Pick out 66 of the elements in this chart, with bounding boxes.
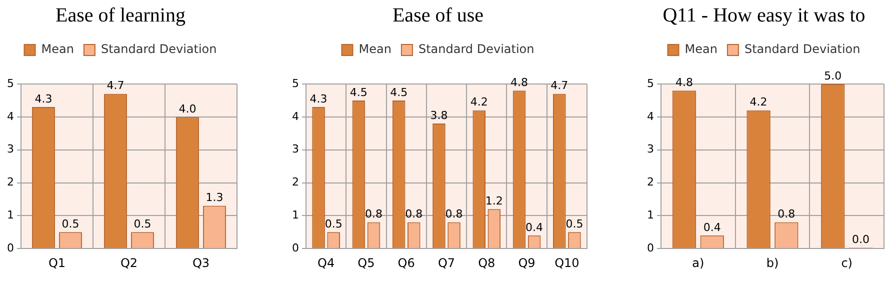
y-tick-label: 4 (7, 110, 14, 123)
data-label: 0.5 (134, 218, 152, 230)
data-label: 4.2 (750, 96, 768, 109)
y-tick-label: 4 (292, 110, 299, 123)
data-label: 1.2 (485, 194, 503, 208)
chart-title: Ease of use (392, 4, 484, 26)
data-label: 4.8 (510, 76, 528, 89)
data-label: 0.8 (445, 208, 463, 221)
data-label: 0.8 (364, 208, 382, 221)
legend-label: Standard Deviation (100, 42, 217, 56)
x-tick-label: b) (766, 256, 779, 270)
data-label: 0.8 (778, 208, 796, 221)
data-label: 4.3 (310, 92, 328, 106)
x-tick-label: Q3 (192, 256, 210, 270)
y-tick-label: 2 (7, 176, 14, 189)
x-tick-label: a) (692, 256, 704, 270)
y-tick-label: 4 (647, 110, 654, 123)
data-label: 0.4 (703, 220, 721, 234)
data-label: 1.3 (206, 191, 224, 204)
data-label: 4.0 (178, 102, 196, 116)
y-tick-label: 5 (647, 76, 654, 90)
x-tick-label: Q9 (518, 256, 536, 270)
x-tick-label: Q5 (358, 256, 375, 270)
chart-title: Ease of learning (56, 4, 186, 26)
data-label: 0.4 (526, 220, 544, 234)
x-tick-label: Q10 (554, 256, 580, 270)
chart-title: Q11 - How easy it was to (662, 4, 866, 26)
legend-label: Mean (41, 42, 74, 56)
data-label: 0.0 (852, 232, 870, 246)
y-tick-label: 1 (7, 208, 14, 222)
y-tick-label: 1 (292, 208, 299, 222)
x-tick-label: c) (841, 256, 852, 270)
x-tick-label: Q4 (318, 256, 335, 270)
data-label: 0.5 (324, 218, 342, 230)
x-tick-label: Q2 (120, 256, 138, 270)
y-tick-label: 3 (292, 142, 299, 156)
y-tick-label: 5 (7, 76, 14, 90)
y-tick-label: 1 (647, 208, 654, 222)
x-tick-label: Q6 (398, 256, 415, 270)
data-label: 4.3 (34, 92, 52, 106)
data-label: 0.5 (566, 218, 584, 230)
legend-label: Standard Deviation (418, 42, 534, 56)
y-tick-label: 2 (292, 176, 299, 189)
data-label: 4.5 (350, 86, 368, 99)
y-tick-label: 0 (7, 241, 14, 254)
data-label: 4.2 (470, 96, 488, 109)
data-label: 4.7 (106, 79, 124, 92)
y-tick-label: 5 (292, 76, 299, 90)
data-label: 5.0 (824, 69, 842, 82)
y-tick-label: 0 (292, 241, 299, 254)
y-tick-label: 2 (647, 176, 654, 189)
data-label: 0.5 (62, 218, 80, 230)
y-tick-label: 3 (7, 142, 14, 156)
y-tick-label: 0 (647, 241, 654, 254)
data-label: 3.8 (430, 108, 448, 122)
data-label: 0.8 (405, 208, 423, 221)
x-tick-label: Q1 (48, 256, 66, 270)
data-label: 4.5 (390, 86, 408, 99)
y-tick-label: 3 (647, 142, 654, 156)
data-label: 4.8 (675, 76, 693, 89)
legend-label: Mean (358, 42, 392, 56)
data-label: 4.7 (550, 79, 568, 92)
x-tick-label: Q8 (478, 256, 496, 270)
legend-label: Standard Deviation (744, 42, 860, 56)
legend-label: Mean (684, 42, 718, 56)
x-tick-label: Q7 (438, 256, 456, 270)
